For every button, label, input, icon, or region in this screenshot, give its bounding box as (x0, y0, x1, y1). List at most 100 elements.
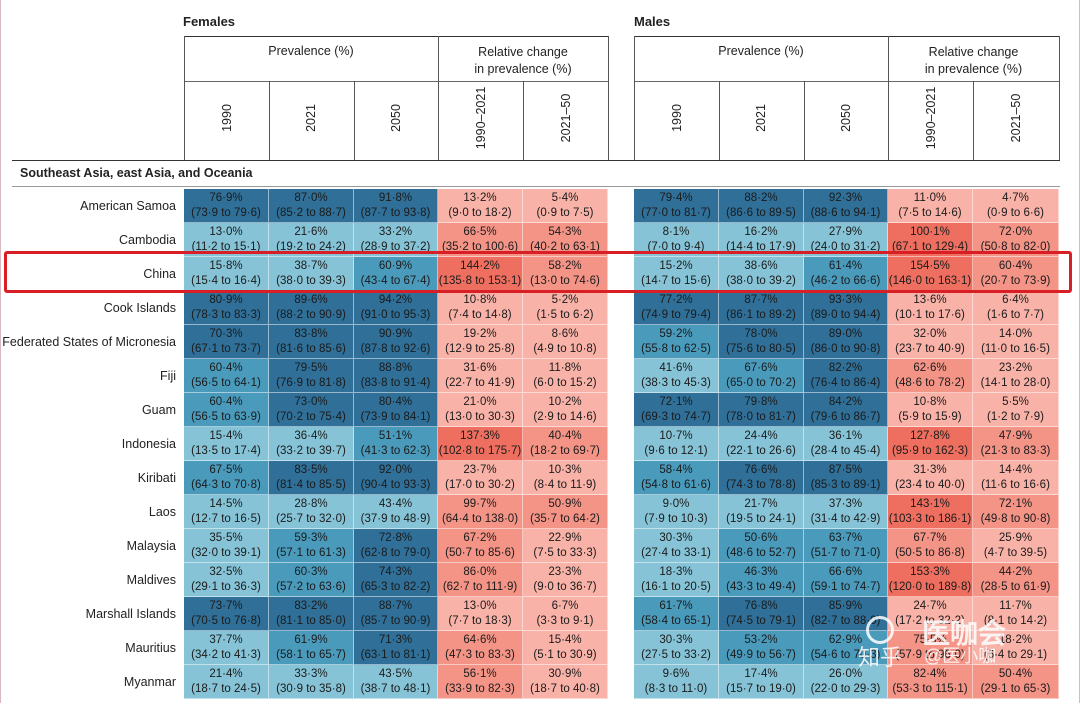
row-label: Mauritius (125, 641, 176, 655)
cell-uncertainty-interval: (77·0 to 81·7) (641, 207, 711, 219)
cell-uncertainty-interval: (11·0 to 16·5) (981, 343, 1050, 355)
cell-uncertainty-interval: (38·0 to 39·3) (276, 275, 346, 287)
cell-uncertainty-interval: (48·6 to 78·2) (895, 377, 965, 389)
cell-uncertainty-interval: (56·5 to 64·1) (191, 377, 261, 389)
cell-value: 67·6% (744, 362, 778, 374)
females-top-rule (184, 36, 608, 37)
cell-uncertainty-interval: (32·0 to 39·1) (191, 547, 261, 559)
cell-value: 56·1% (463, 668, 497, 680)
table-cell: 79·4% (77·0 to 81·7) (634, 189, 719, 223)
cell-uncertainty-interval: (85·3 to 89·1) (810, 479, 881, 491)
cell-value: 66·6% (828, 566, 863, 578)
cell-value: 50·6% (744, 532, 778, 544)
table-cell: 127·8% (95·9 to 162·3) (888, 427, 973, 461)
table-cell: 66·6% (59·1 to 74·7) (804, 563, 888, 597)
cell-value: 15·4% (209, 430, 243, 442)
cell-value: 9·6% (662, 668, 690, 680)
table-cell: 79·5% (76·9 to 81·8) (269, 359, 354, 393)
cell-value: 76·8% (744, 600, 778, 612)
year-label: 1990 (670, 104, 684, 132)
cell-value: 94·2% (378, 294, 413, 306)
vline (1059, 36, 1060, 160)
row-label: Fiji (160, 369, 176, 383)
cell-uncertainty-interval: (6·0 to 15·2) (533, 377, 597, 389)
cell-value: 51·1% (378, 430, 413, 442)
cell-value: 153·3% (910, 566, 950, 578)
cell-value: 21·0% (463, 396, 497, 408)
cell-uncertainty-interval: (23·4 to 40·0) (895, 479, 965, 491)
cell-uncertainty-interval: (70·2 to 75·4) (276, 411, 346, 423)
cell-uncertainty-interval: (81·4 to 85·5) (276, 479, 346, 491)
table-cell: 43·5% (38·7 to 48·1) (354, 665, 438, 699)
table-cell: 21·4% (18·7 to 24·5) (184, 665, 269, 699)
table-cell: 89·6% (88·2 to 90·9) (269, 291, 354, 325)
cell-value: 144·2% (460, 260, 500, 272)
table-cell: 14·5% (12·7 to 16·5) (184, 495, 269, 529)
cell-uncertainty-interval: (146·0 to 163·1) (888, 275, 972, 287)
table-cell: 72·8% (62·8 to 79·0) (354, 529, 438, 563)
year-header-1990-m: 1990 (670, 82, 684, 154)
cell-value: 24·4% (744, 430, 778, 442)
cell-value: 21·7% (744, 498, 778, 510)
cell-uncertainty-interval: (78·0 to 81·7) (726, 411, 796, 423)
cell-uncertainty-interval: (70·5 to 76·8) (191, 615, 261, 627)
cell-value: 5·5% (1002, 396, 1029, 408)
cell-uncertainty-interval: (43·4 to 67·4) (360, 275, 431, 287)
table-cell: 89·0% (86·0 to 90·8) (804, 325, 888, 359)
cell-uncertainty-interval: (25·7 to 32·0) (276, 513, 346, 525)
table-cell: 144·2% (135·8 to 153·1) (438, 257, 523, 291)
table-cell: 60·4% (56·5 to 64·1) (184, 359, 269, 393)
cell-value: 17·4% (744, 668, 778, 680)
table-cell: 15·4% (5·1 to 30·9) (523, 631, 608, 665)
table-cell: 58·4% (54·8 to 61·6) (634, 461, 719, 495)
table-cell: 92·3% (88·6 to 94·1) (804, 189, 888, 223)
cell-value: 38·6% (744, 260, 778, 272)
cell-uncertainty-interval: (76·9 to 81·8) (276, 377, 346, 389)
cell-uncertainty-interval: (31·4 to 42·9) (810, 513, 881, 525)
table-cell: 10·8% (7·4 to 14·8) (438, 291, 523, 325)
table-cell: 21·7% (19·5 to 24·1) (719, 495, 804, 529)
cell-uncertainty-interval: (41·3 to 62·3) (360, 445, 431, 457)
cell-uncertainty-interval: (86·6 to 89·5) (726, 207, 796, 219)
table-cell: 25·9% (4·7 to 39·5) (973, 529, 1059, 563)
cell-value: 25·9% (998, 532, 1033, 544)
cell-value: 154·5% (910, 260, 950, 272)
cell-uncertainty-interval: (30·9 to 35·8) (276, 683, 346, 695)
cell-value: 83·8% (294, 328, 328, 340)
cell-value: 43·5% (378, 668, 413, 680)
table-cell: 87·7% (86·1 to 89·2) (719, 291, 804, 325)
table-cell: 5·2% (1·5 to 6·2) (523, 291, 608, 325)
cell-uncertainty-interval: (53·3 to 115·1) (892, 683, 968, 695)
table-cell: 28·8% (25·7 to 32·0) (269, 495, 354, 529)
cell-uncertainty-interval: (54·6 to 70·3) (810, 649, 881, 661)
table-cell: 37·7% (34·2 to 41·3) (184, 631, 269, 665)
cell-value: 13·6% (913, 294, 947, 306)
cell-uncertainty-interval: (1·2 to 7·9) (987, 411, 1044, 423)
cell-value: 8·1% (662, 226, 690, 238)
table-cell: 63·7% (51·7 to 71·0) (804, 529, 888, 563)
cell-value: 60·4% (209, 362, 243, 374)
cell-value: 13·0% (463, 600, 497, 612)
table-cell: 67·7% (50·5 to 86·8) (888, 529, 973, 563)
row-label: Guam (141, 403, 176, 417)
cell-value: 35·5% (209, 532, 243, 544)
vline (269, 81, 270, 160)
table-cell: 59·2% (55·8 to 62·5) (634, 325, 719, 359)
table-cell: 90·9% (87·8 to 92·6) (354, 325, 438, 359)
cell-value: 64·6% (463, 634, 497, 646)
cell-value: 31·6% (463, 362, 497, 374)
region-title: Southeast Asia, east Asia, and Oceania (20, 166, 253, 180)
cell-value: 26·0% (828, 668, 863, 680)
cell-uncertainty-interval: (10·1 to 17·6) (895, 309, 965, 321)
cell-value: 36·1% (828, 430, 863, 442)
year-label: 2050 (389, 104, 403, 132)
cell-value: 87·0% (294, 192, 328, 204)
table-cell: 62·6% (48·6 to 78·2) (888, 359, 973, 393)
cell-value: 87·7% (744, 294, 778, 306)
cell-uncertainty-interval: (67·1 to 73·7) (191, 343, 261, 355)
cell-uncertainty-interval: (28·4 to 45·4) (810, 445, 881, 457)
cell-value: 50·9% (548, 498, 582, 510)
table-cell: 91·8% (87·7 to 93·8) (354, 189, 438, 223)
cell-uncertainty-interval: (35·2 to 100·6) (441, 241, 519, 253)
cell-uncertainty-interval: (14·4 to 17·9) (726, 241, 796, 253)
